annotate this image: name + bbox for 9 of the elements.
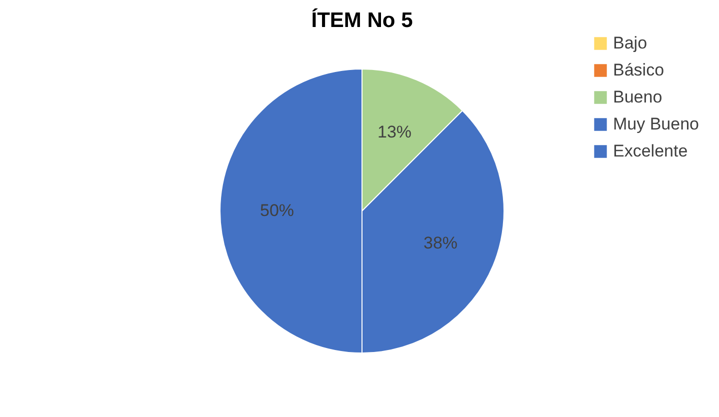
legend-label: Muy Bueno: [613, 114, 699, 134]
legend-label: Básico: [613, 60, 664, 80]
data-label: 50%: [260, 201, 294, 220]
legend-label: Excelente: [613, 142, 688, 160]
legend-label: Bueno: [613, 88, 662, 106]
legend-label: Bajo: [613, 34, 648, 52]
data-label: 13%: [378, 122, 412, 142]
chart-title: ÍTEM No 5: [311, 8, 414, 32]
data-label: 38%: [424, 234, 458, 253]
